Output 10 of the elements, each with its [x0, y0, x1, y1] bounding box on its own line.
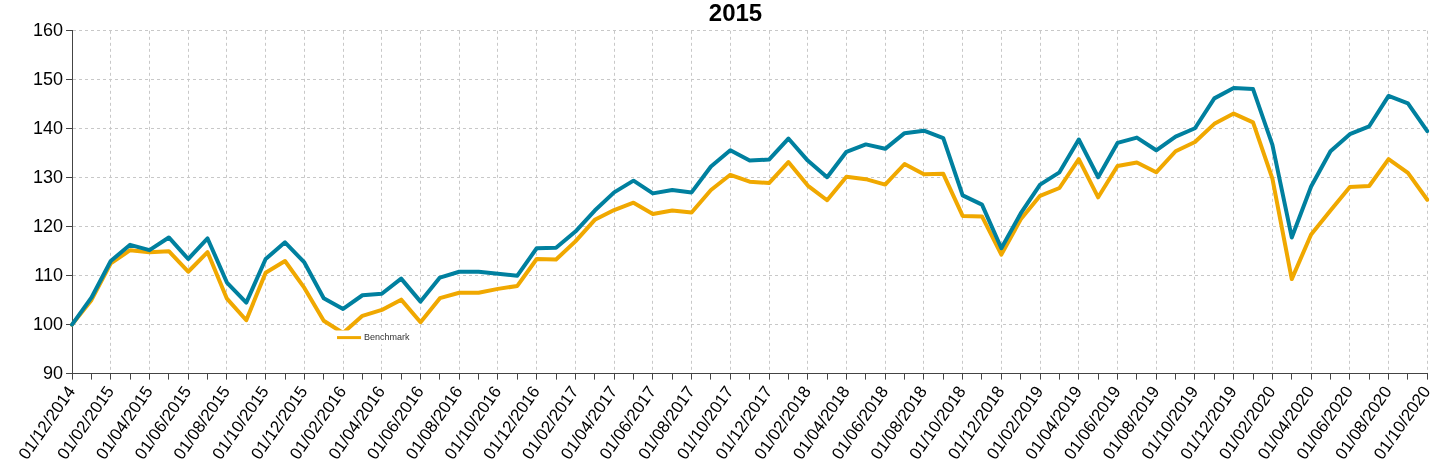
y-tick-label: 150: [32, 68, 64, 89]
y-tick-label: 90: [43, 362, 64, 383]
y-tick-label: 160: [32, 19, 64, 40]
y-tick-label: 140: [32, 117, 64, 138]
y-tick-label: 110: [34, 264, 64, 285]
y-tick-label: 100: [32, 313, 64, 334]
y-tick-label: 130: [32, 166, 64, 187]
legend-label: Benchmark: [364, 332, 411, 343]
chart-title: 2015: [708, 0, 763, 27]
y-tick-label: 120: [32, 215, 64, 236]
